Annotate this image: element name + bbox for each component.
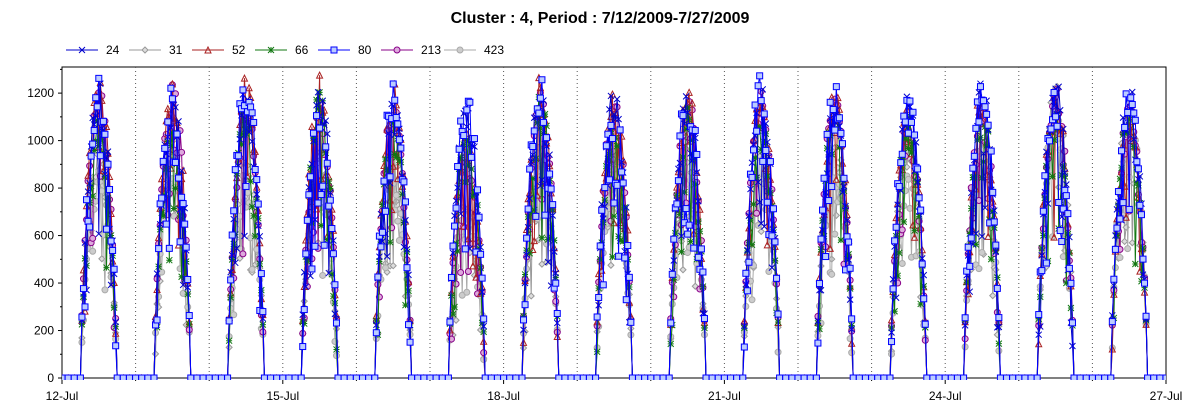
legend-item-52: 52	[192, 43, 246, 57]
plot-frame	[61, 66, 1167, 379]
legend-label: 52	[232, 43, 246, 57]
legend-label: 80	[358, 43, 372, 57]
legend-label: 423	[484, 43, 504, 57]
x-tick-label: 21-Jul	[708, 389, 741, 403]
chart-title: Cluster : 4, Period : 7/12/2009-7/27/200…	[450, 10, 750, 27]
legend-label: 213	[421, 43, 441, 57]
series-80	[62, 72, 1166, 380]
y-tick-label: 1000	[27, 134, 54, 148]
x-tick-label: 12-Jul	[46, 389, 79, 403]
y-tick-label: 800	[34, 181, 54, 195]
y-tick-label: 200	[34, 324, 54, 338]
y-tick-label: 600	[34, 229, 54, 243]
x-tick-label: 24-Jul	[929, 389, 962, 403]
y-tick-label: 0	[47, 371, 54, 385]
legend-label: 66	[295, 43, 309, 57]
y-tick-label: 1200	[27, 86, 54, 100]
legend-label: 24	[106, 43, 120, 57]
x-tick-label: 27-Jul	[1150, 389, 1183, 403]
legend-item-80: 80	[318, 43, 372, 57]
legend-item-66: 66	[255, 43, 309, 57]
legend-label: 31	[169, 43, 183, 57]
x-tick-label: 15-Jul	[266, 389, 299, 403]
legend-item-213: 213	[381, 43, 441, 57]
legend-item-423: 423	[444, 43, 504, 57]
x-tick-label: 18-Jul	[487, 389, 520, 403]
legend-item-24: 24	[66, 43, 120, 57]
legend-item-31: 31	[129, 43, 183, 57]
y-tick-label: 400	[34, 276, 54, 290]
